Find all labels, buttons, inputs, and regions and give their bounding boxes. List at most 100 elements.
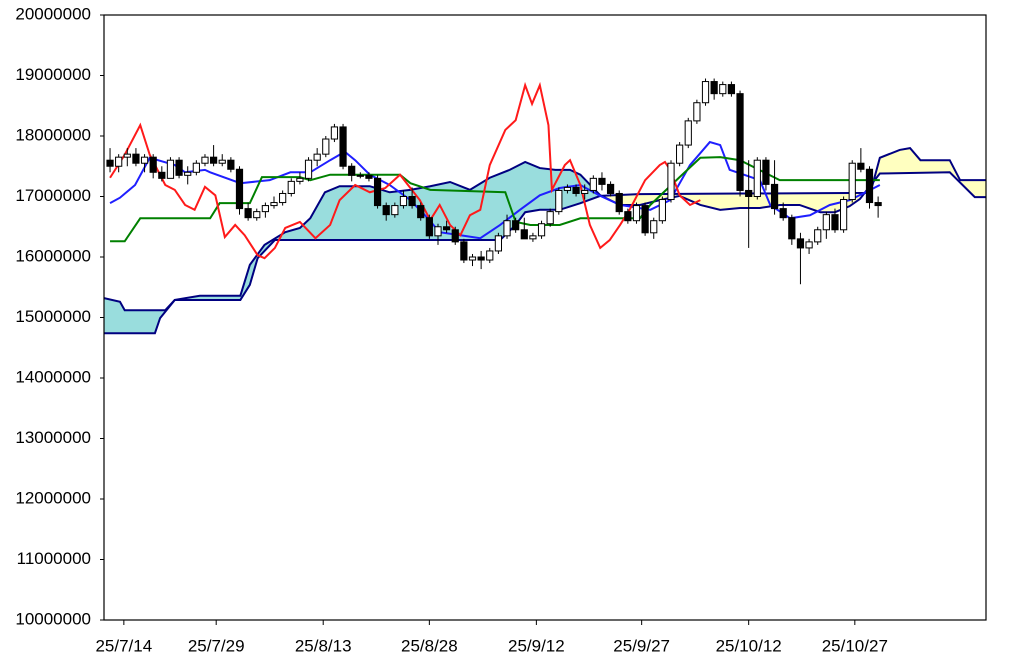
candle-body xyxy=(235,168,244,210)
candle-body xyxy=(624,211,632,222)
candle-body xyxy=(529,235,537,240)
candle-body xyxy=(839,199,848,231)
candle-body xyxy=(615,192,623,213)
y-tick-label: 16000000 xyxy=(15,246,91,265)
candle-body xyxy=(512,220,520,231)
candle-body xyxy=(736,93,744,191)
candle-body xyxy=(140,156,149,164)
candle-body xyxy=(287,180,295,194)
candle-body xyxy=(589,177,597,191)
candle-body xyxy=(399,196,408,207)
candle-body xyxy=(149,156,157,173)
candle-body xyxy=(494,235,503,252)
y-tick-label: 12000000 xyxy=(15,488,91,507)
candle-body xyxy=(581,189,589,194)
candle-body xyxy=(365,174,373,179)
candle-body xyxy=(503,220,511,237)
indicator-line xyxy=(109,81,701,260)
x-tick-label: 25/9/12 xyxy=(508,636,565,655)
candle-body xyxy=(330,126,339,140)
candle-body xyxy=(684,120,692,146)
candle-body xyxy=(468,256,477,261)
candle-body xyxy=(192,162,200,173)
candle-body xyxy=(701,81,710,104)
candle-body xyxy=(814,229,822,243)
y-tick-label: 15000000 xyxy=(15,307,91,326)
candle-body xyxy=(632,205,641,222)
y-tick-label: 13000000 xyxy=(15,428,91,447)
y-tick-label: 10000000 xyxy=(15,609,91,628)
candle-body xyxy=(710,81,718,95)
candle-body xyxy=(762,159,770,185)
candle-body xyxy=(417,205,425,219)
candle-body xyxy=(279,192,287,204)
x-tick-label: 25/9/27 xyxy=(613,636,670,655)
candle-body xyxy=(865,168,874,204)
candle-body xyxy=(253,211,261,219)
candle-body xyxy=(848,162,856,201)
candle-body xyxy=(770,183,779,210)
y-tick-label: 11000000 xyxy=(17,549,91,568)
candle-body xyxy=(123,153,131,158)
y-tick-label: 20000000 xyxy=(15,4,91,23)
candle-body xyxy=(719,84,727,95)
y-tick-label: 19000000 xyxy=(15,65,91,84)
candle-body xyxy=(304,159,313,179)
candle-body xyxy=(408,196,416,207)
y-tick-label: 17000000 xyxy=(15,186,91,205)
x-tick-label: 25/7/14 xyxy=(95,636,152,655)
y-tick-label: 14000000 xyxy=(15,367,91,386)
candle-body xyxy=(373,177,382,207)
candle-body xyxy=(158,171,166,179)
candle-body xyxy=(313,153,321,161)
plot-frame xyxy=(103,14,987,621)
candle-body xyxy=(261,205,269,213)
candle-body xyxy=(874,202,882,207)
x-tick-label: 25/7/29 xyxy=(188,636,245,655)
candle-body xyxy=(460,241,468,261)
candle-body xyxy=(676,144,684,164)
candle-body xyxy=(745,189,753,197)
candle-body xyxy=(822,214,830,231)
candle-body xyxy=(443,226,451,231)
candle-body xyxy=(857,162,865,170)
candle-body xyxy=(658,199,666,222)
candle-body xyxy=(209,156,218,164)
candle-body xyxy=(477,256,485,261)
candle-body xyxy=(322,138,330,155)
candle-body xyxy=(391,205,399,216)
candle-body xyxy=(563,186,572,191)
candle-body xyxy=(788,217,796,240)
candle-body xyxy=(486,250,494,261)
candle-body xyxy=(650,220,658,234)
candle-body xyxy=(339,126,347,167)
candle-body xyxy=(296,177,304,182)
candle-body xyxy=(244,208,252,219)
candle-body xyxy=(796,238,805,249)
candle-body xyxy=(779,208,787,219)
candle-body xyxy=(115,156,123,167)
x-tick-label: 25/8/28 xyxy=(401,636,458,655)
candle-body xyxy=(831,214,839,231)
candle-body xyxy=(132,153,140,164)
candle-body xyxy=(572,186,580,194)
candle-body xyxy=(425,217,433,237)
candle-body xyxy=(227,159,235,170)
candle-body xyxy=(201,156,209,164)
candle-body xyxy=(667,162,675,201)
candle-body xyxy=(520,229,528,240)
candle-body xyxy=(184,171,192,176)
candle-body xyxy=(598,177,606,185)
x-tick-label: 25/8/13 xyxy=(295,636,352,655)
candle-body xyxy=(451,229,459,243)
candle-body xyxy=(270,202,278,207)
indicator-line xyxy=(110,156,880,243)
candle-body xyxy=(555,189,563,213)
candle-body xyxy=(753,159,761,197)
candle-body xyxy=(382,205,390,216)
candle-body xyxy=(348,165,356,176)
x-tick-label: 25/10/12 xyxy=(716,636,782,655)
